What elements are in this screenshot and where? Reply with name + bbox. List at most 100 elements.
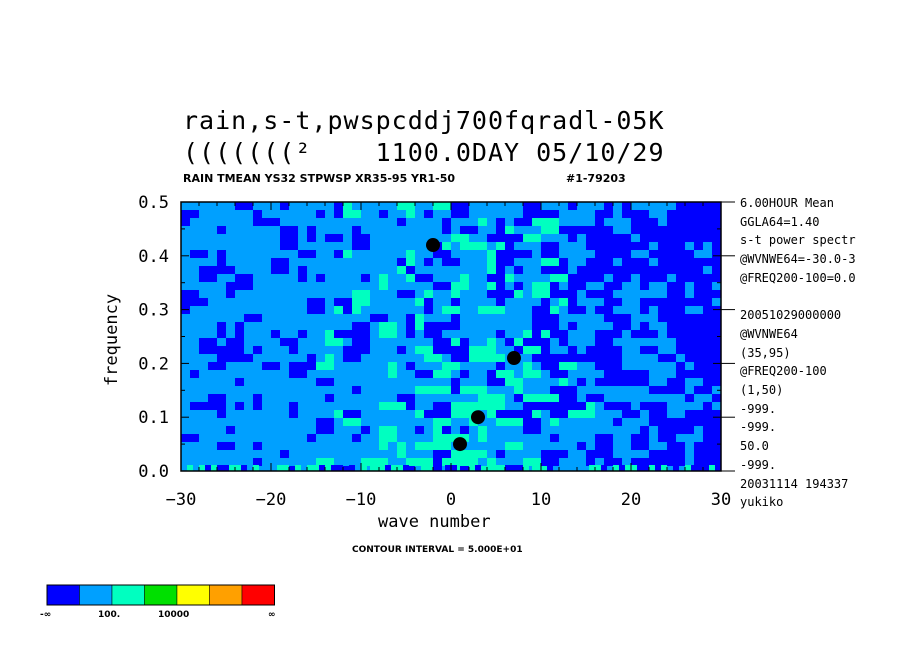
heatmap-cell [379,330,397,338]
heatmap-cell [388,362,397,378]
heatmap-cell [325,234,343,242]
heatmap-cell [667,442,685,450]
x-axis-label: wave number [378,512,491,532]
heatmap-cell [649,226,658,234]
heatmap-cell [451,290,460,298]
heatmap-cell [622,322,631,330]
heatmap-cell [514,282,523,290]
heatmap-cell [595,218,604,226]
heatmap-cell [424,354,442,362]
heatmap-cell [712,306,721,322]
heatmap-cell [703,426,721,434]
heatmap-cell [541,394,559,402]
heatmap-cell [181,290,199,298]
heatmap-cell [415,370,433,378]
heatmap-cell [712,410,721,418]
heatmap-cell [604,202,613,210]
heatmap-cell [499,465,505,471]
heatmap-cell [289,234,298,250]
heatmap-cell [694,386,712,394]
heatmap-cell [613,362,622,370]
heatmap-cell [343,250,352,258]
x-tick-label: −20 [256,490,287,510]
heatmap-cell [640,282,649,290]
heatmap-cell [586,450,604,458]
heatmap-cell [640,402,649,410]
heatmap-cell [703,258,712,266]
heatmap-cell [445,465,451,471]
heatmap-cell [334,306,343,314]
heatmap-cell [370,314,388,322]
heatmap-cell [289,402,298,418]
heatmap-cell [685,250,694,258]
heatmap-cell [505,234,523,242]
heatmap-cell [406,274,415,282]
heatmap-cell [694,314,712,322]
heatmap-cell [199,266,217,282]
heatmap-cell [442,458,460,466]
heatmap-cell [253,465,259,471]
heatmap-cell [478,394,487,410]
heatmap-cell [334,330,352,338]
heatmap-cell [397,218,406,226]
heatmap-cell [631,242,649,250]
heatmap-cell [532,210,541,218]
x-tick-label: −30 [166,490,197,510]
heatmap-cell [631,330,649,338]
heatmap-cell [514,442,523,450]
heatmap-cell [514,266,523,274]
heatmap-cell [577,274,586,290]
heatmap-cell [619,465,625,471]
heatmap-cell [712,258,721,266]
heatmap-cell [640,226,649,234]
heatmap-cell [676,258,685,266]
heatmap-cell [613,458,622,466]
heatmap-cell [478,218,487,226]
heatmap-cell [433,282,442,290]
heatmap-cell [511,465,517,471]
heatmap-cell [253,402,262,410]
colorbar-label-10000: 10000 [158,610,190,620]
heatmap-cell [649,465,655,471]
heatmap-cell [613,402,631,410]
heatmap-cell [316,362,325,370]
heatmap-cell [577,442,586,450]
heatmap-cell [685,370,694,378]
heatmap-cell [361,290,370,298]
heatmap-cell [694,338,703,346]
heatmap-cell [280,226,298,234]
heatmap-cell [361,426,370,434]
heatmap-cell [415,346,433,354]
heatmap-cell [199,465,205,471]
heatmap-cell [586,266,604,274]
heatmap-cell [691,465,697,471]
heatmap-cell [235,465,241,471]
heatmap-cell [559,226,568,234]
heatmap-cell [493,465,499,471]
heatmap-cell [487,465,493,471]
heatmap-cell [676,250,685,258]
heatmap-cell [532,202,541,210]
x-tick-label: 0 [446,490,456,510]
colorbar-label-min: -∞ [40,610,52,620]
heatmap-cell [289,466,298,471]
heatmap-cell [235,402,244,410]
heatmap-cell [595,250,613,258]
heatmap-cell [442,434,451,442]
heatmap-cell [469,386,478,394]
heatmap-cell [541,218,559,234]
heatmap-cell [337,465,343,471]
heatmap-cell [280,234,289,242]
heatmap-cell [478,426,487,442]
heatmap-cell [541,210,559,218]
heatmap-cell [289,346,298,354]
heatmap-cell [712,250,721,258]
heatmap-cell [541,338,550,346]
heatmap-cell [559,378,568,386]
heatmap-cell [532,330,541,346]
heatmap-cell [223,465,229,471]
heatmap-cell [217,442,235,450]
chart-subtitle: RAIN TMEAN YS32 STPWSP XR35-95 YR1-50 [183,172,456,185]
heatmap-cell [217,322,226,338]
heatmap-cell [253,458,262,466]
